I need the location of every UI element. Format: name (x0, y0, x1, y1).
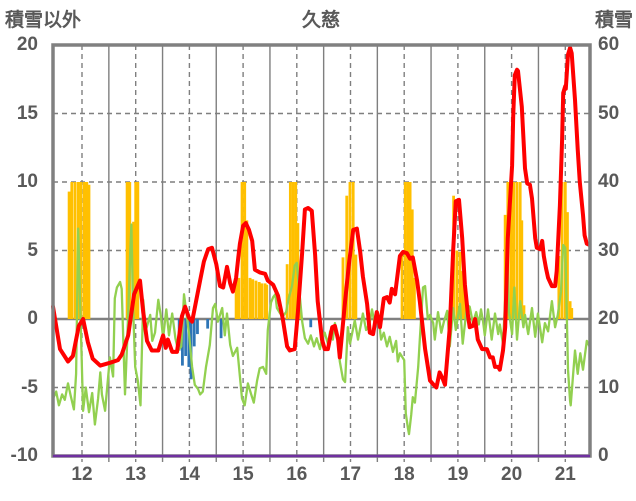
left-axis-tick-5: 5 (27, 239, 38, 261)
orange-bars-bar (85, 182, 89, 319)
orange-bars-bar (345, 195, 349, 319)
orange-bars-bar (557, 255, 561, 319)
orange-bars-bar (125, 182, 129, 319)
orange-bars-bar (79, 182, 83, 319)
x-axis-tick-14: 14 (178, 464, 200, 485)
red-line-series (51, 45, 592, 390)
left-axis-tick-10: 10 (16, 171, 38, 192)
orange-bars-bar (413, 277, 416, 319)
orange-bars-bar (408, 182, 412, 319)
right-axis-tick-20: 20 (598, 308, 620, 329)
x-axis-tick-13: 13 (125, 464, 147, 485)
orange-bars-bar (263, 283, 267, 319)
right-axis-tick-40: 40 (598, 171, 620, 192)
right-axis-tick-0: 0 (598, 445, 609, 466)
orange-bars-bar (400, 251, 404, 319)
orange-bars-bar (265, 284, 269, 319)
orange-bars-bar (260, 283, 264, 319)
left-axis-tick-20: 20 (16, 34, 38, 55)
orange-bars-bar (73, 182, 77, 319)
left-axis-title: 積雪以外 (5, 10, 82, 31)
blue-bars-bar (206, 319, 210, 329)
left-axis-tick--5: -5 (21, 376, 38, 398)
orange-bars-bar (351, 182, 355, 319)
orange-bars-bar (406, 182, 410, 319)
orange-bars-bar (243, 182, 247, 319)
x-axis-tick-17: 17 (339, 464, 362, 485)
blue-bars-bar (219, 319, 223, 339)
orange-bars-bar (455, 250, 459, 319)
blue-bars-bar (196, 319, 199, 335)
orange-bars-bar (251, 279, 255, 319)
orange-bars-bar (341, 257, 345, 319)
right-axis-title: 積雪 (594, 10, 633, 31)
x-axis-tick-15: 15 (232, 464, 254, 485)
left-axis-tick--10: -10 (10, 445, 38, 466)
orange-bars-bar (257, 282, 261, 319)
right-axis-tick-60: 60 (598, 34, 620, 55)
orange-bars-bar (294, 182, 298, 319)
orange-bars-bar (518, 182, 522, 319)
orange-bars-bar (234, 280, 238, 319)
orange-bars-bar (237, 277, 241, 319)
orange-bars-bar (509, 182, 513, 319)
right-axis-tick-10: 10 (598, 376, 620, 398)
x-axis-tick-20: 20 (501, 464, 523, 485)
blue-bars-bar (184, 319, 188, 356)
orange-bars-bar (254, 280, 258, 319)
orange-bars-bar (522, 305, 526, 319)
left-axis-tick-0: 0 (27, 308, 38, 329)
orange-bars-bar (403, 182, 407, 319)
x-axis-tick-19: 19 (447, 464, 469, 485)
orange-bars-bar (285, 264, 289, 319)
orange-bars-bar (520, 220, 524, 319)
orange-bars-bar (288, 182, 292, 319)
x-axis-tick-12: 12 (71, 464, 93, 485)
orange-bars-bar (248, 277, 252, 319)
orange-bars-bar (132, 221, 135, 319)
x-axis-tick-16: 16 (286, 464, 308, 485)
orange-bars-bar (87, 184, 91, 319)
orange-bars-bar (566, 212, 569, 319)
orange-bars-bar (82, 182, 86, 319)
orange-bars-bar (136, 182, 140, 319)
orange-bars-bar (570, 308, 574, 319)
x-axis-tick-21: 21 (554, 464, 576, 485)
orange-bars-bar (134, 182, 138, 319)
orange-bars-bar (240, 182, 244, 319)
orange-bars-bar (245, 220, 249, 319)
x-axis-tick-18: 18 (393, 464, 415, 485)
orange-bars-bar (291, 182, 295, 319)
orange-bars-bar (461, 271, 465, 319)
orange-bars-bar (354, 254, 358, 319)
green-line-series (51, 223, 591, 436)
orange-bars-bar (568, 301, 572, 319)
orange-bars-bar (458, 251, 462, 319)
orange-bars-bar (70, 182, 74, 319)
chart-title: 久慈 (301, 10, 340, 31)
blue-bars-bar (192, 319, 196, 347)
orange-bars-bar (515, 182, 519, 319)
orange-bars-bar (67, 191, 71, 319)
left-axis-tick-15: 15 (16, 102, 38, 124)
right-axis-tick-50: 50 (598, 102, 620, 124)
blue-bars-bar (309, 319, 313, 328)
right-axis-tick-30: 30 (598, 239, 620, 261)
orange-bars-bar (512, 182, 516, 319)
